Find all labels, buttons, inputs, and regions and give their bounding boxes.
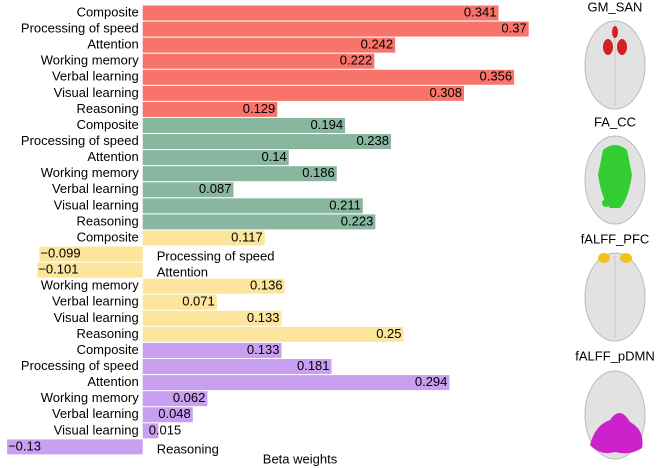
category-label: Composite <box>77 229 139 244</box>
value-label: 0.356 <box>480 69 513 84</box>
category-label: Composite <box>77 117 139 132</box>
category-label: Working memory <box>41 278 140 293</box>
bar <box>142 359 332 375</box>
category-label: Processing of speed <box>21 358 139 373</box>
category-label: Processing of speed <box>21 133 139 148</box>
value-label: 0.294 <box>415 374 448 389</box>
value-label: 0.087 <box>199 181 232 196</box>
bar <box>142 423 159 439</box>
category-label: Composite <box>77 4 139 19</box>
category-label: Attention <box>87 149 138 164</box>
bar <box>142 101 278 117</box>
bar <box>142 69 515 85</box>
value-label: 0.071 <box>182 294 215 309</box>
category-label: Working memory <box>41 165 140 180</box>
legend-label: fALFF_PFC <box>581 231 650 246</box>
value-label: 0.25 <box>376 326 401 341</box>
category-label: Visual learning <box>54 310 139 325</box>
value-label: 0.015 <box>149 422 182 437</box>
legend-label: FA_CC <box>594 114 636 129</box>
value-label: 0.181 <box>297 358 330 373</box>
brain-image <box>584 135 646 225</box>
x-axis-label: Beta weights <box>263 451 338 466</box>
bar <box>142 326 404 342</box>
category-label: Verbal learning <box>52 406 139 421</box>
bar <box>142 294 217 310</box>
bar <box>142 214 376 230</box>
category-label: Verbal learning <box>52 181 139 196</box>
brain-image <box>584 20 646 110</box>
bar <box>142 375 450 391</box>
bar <box>142 278 285 294</box>
bar <box>142 117 346 133</box>
value-label: 0.133 <box>247 310 280 325</box>
category-label: Verbal learning <box>52 69 139 84</box>
category-label: Reasoning <box>77 326 139 341</box>
value-label: 0.341 <box>464 4 497 19</box>
category-label: Visual learning <box>54 422 139 437</box>
value-label: 0.117 <box>231 229 263 244</box>
bar <box>142 310 282 326</box>
bar <box>142 182 234 198</box>
value-label: 0.222 <box>340 53 373 68</box>
value-label: 0.133 <box>247 342 280 357</box>
category-label: Attention <box>87 37 138 52</box>
category-label: Verbal learning <box>52 294 139 309</box>
value-label: 0.136 <box>250 278 283 293</box>
bar <box>142 150 289 166</box>
brain-image <box>584 370 646 460</box>
category-label: Visual learning <box>54 85 139 100</box>
category-label: Working memory <box>41 390 140 405</box>
legend-label: GM_SAN <box>588 0 643 14</box>
bar <box>39 246 143 262</box>
bar <box>142 342 282 358</box>
bar <box>142 407 193 423</box>
brain-image <box>584 252 646 342</box>
category-label: Visual learning <box>54 197 139 212</box>
category-label: Attention <box>87 374 138 389</box>
value-label: 0.048 <box>158 406 191 421</box>
bar <box>142 37 396 53</box>
legend-label: fALFF_pDMN <box>575 348 654 363</box>
value-label: 0.129 <box>243 101 276 116</box>
bar <box>142 85 465 101</box>
category-label: Reasoning <box>77 213 139 228</box>
value-label: 0.186 <box>302 165 335 180</box>
bar <box>142 53 375 69</box>
value-label: 0.14 <box>261 149 286 164</box>
category-label: Processing of speed <box>157 248 275 263</box>
bar <box>7 439 143 455</box>
value-label: 0.242 <box>361 37 394 52</box>
bar <box>142 166 337 182</box>
category-label: Attention <box>157 265 208 280</box>
bar <box>142 198 363 214</box>
category-label: Reasoning <box>77 101 139 116</box>
value-label: 0.223 <box>341 213 374 228</box>
bar <box>37 262 143 278</box>
category-label: Working memory <box>41 53 140 68</box>
value-label: −0.101 <box>38 262 78 277</box>
value-label: 0.37 <box>501 21 526 36</box>
category-label: Reasoning <box>157 441 219 456</box>
bar <box>142 391 208 407</box>
bar <box>142 134 391 150</box>
category-label: Composite <box>77 342 139 357</box>
value-label: 0.308 <box>429 85 462 100</box>
bar <box>142 230 265 246</box>
value-label: 0.194 <box>311 117 344 132</box>
value-label: −0.099 <box>40 245 80 260</box>
bar <box>142 21 529 37</box>
category-label: Processing of speed <box>21 21 139 36</box>
value-label: 0.238 <box>356 133 389 148</box>
value-label: −0.13 <box>8 438 41 453</box>
bar <box>142 5 499 21</box>
value-label: 0.211 <box>329 197 361 212</box>
value-label: 0.062 <box>173 390 206 405</box>
